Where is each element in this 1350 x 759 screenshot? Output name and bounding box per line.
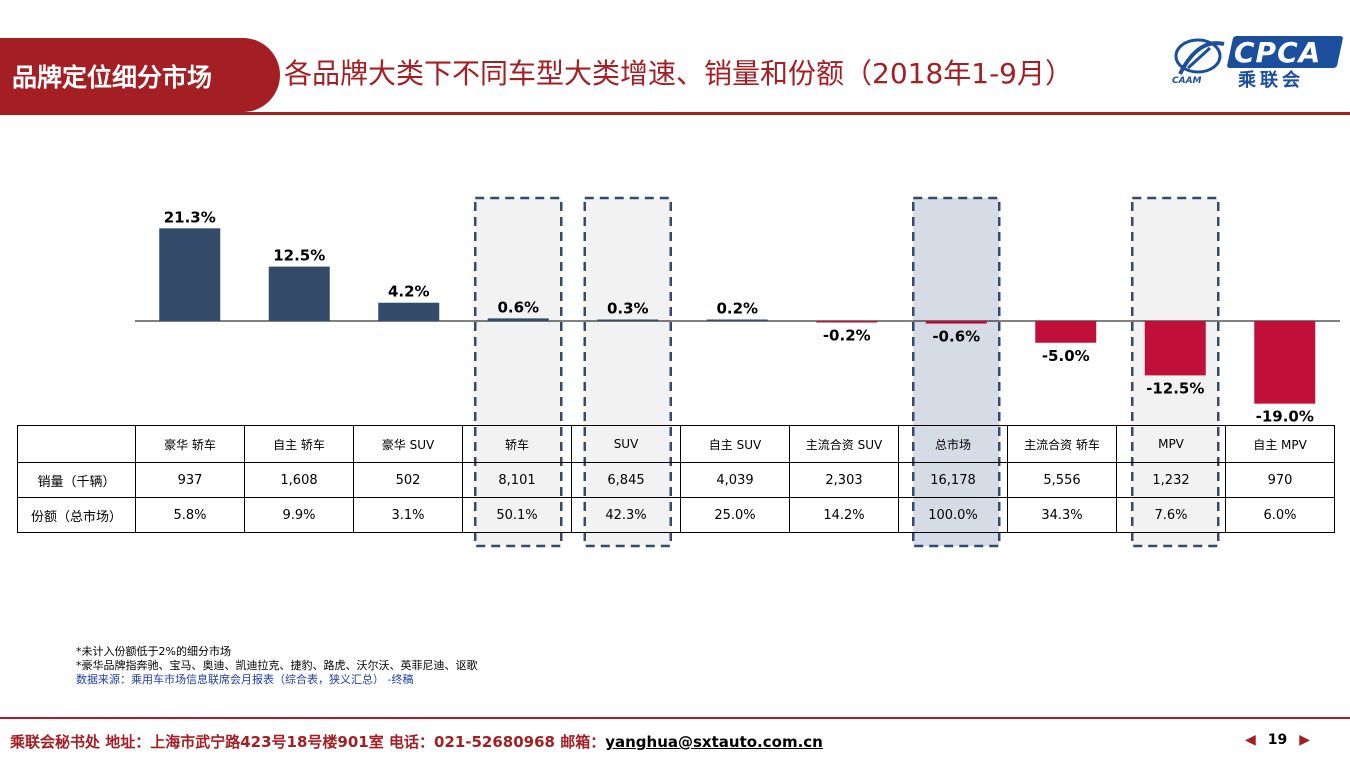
page-title: 各品牌大类下不同车型大类增速、销量和份额（2018年1-9月） <box>284 57 1073 90</box>
data-label: 12.5% <box>273 247 325 265</box>
page-number: 19 <box>1267 732 1288 748</box>
footer-email-link[interactable]: yanghua@sxtauto.com.cn <box>605 733 823 751</box>
bar <box>378 302 440 321</box>
table-header-row: 豪华 轿车 自主 轿车 豪华 SUV 轿车 SUV 自主 SUV 主流合资 SUV 总市场 主流… <box>17 425 1335 463</box>
highlight-border <box>474 196 563 548</box>
data-label: 0.2% <box>716 300 758 318</box>
table-cell: 502 <box>353 462 463 498</box>
bar <box>597 319 659 321</box>
highlight-border <box>912 196 1001 548</box>
table-header-cell: 主流合资 SUV <box>789 425 899 463</box>
prev-arrow-icon[interactable]: ◀ <box>1245 732 1256 748</box>
table-cell: 7.6% <box>1116 497 1226 533</box>
table-corner-cell <box>17 425 136 463</box>
bar <box>1035 321 1097 343</box>
value-labels: 21.3% 12.5% 4.2% 0.6% 0.3% 0.2% -0.2% -0.6% -5.0… <box>164 208 1314 425</box>
bars <box>159 228 1316 404</box>
table-header-cell: 主流合资 轿车 <box>1007 425 1117 463</box>
footnote-2: *豪华品牌指奔驰、宝马、奥迪、凯迪拉克、捷豹、路虎、沃尔沃、英菲尼迪、讴歌 <box>76 659 478 672</box>
data-label: -12.5% <box>1146 379 1204 397</box>
table-cell: 5.8% <box>135 497 245 533</box>
bar <box>268 266 330 321</box>
table-cell: 100.0% <box>898 497 1008 533</box>
table-cell: 42.3% <box>571 497 681 533</box>
table-header-cell: MPV <box>1116 425 1226 463</box>
table-header-cell: 自主 MPV <box>1225 425 1335 463</box>
table-row-share: 份额（总市场） 5.8% 9.9% 3.1% 50.1% 42.3% 25.0% 14.2%… <box>17 497 1335 533</box>
table-cell: 16,178 <box>898 462 1008 498</box>
highlight-border <box>583 196 672 548</box>
table-header-cell: SUV <box>571 425 681 463</box>
bar <box>706 319 768 321</box>
table-cell: 50.1% <box>462 497 572 533</box>
table-row-label: 销量（千辆） <box>17 462 136 498</box>
bar <box>925 321 987 324</box>
data-table: 豪华 轿车 自主 轿车 豪华 SUV 轿车 SUV 自主 SUV 主流合资 SUV 总市场 主流… <box>17 425 1335 533</box>
table-cell: 34.3% <box>1007 497 1117 533</box>
cpca-logo-cn: 乘联会 <box>1238 70 1304 91</box>
cpca-logo-text: CPCA <box>1234 36 1322 69</box>
data-label: 4.2% <box>388 283 430 301</box>
header-divider <box>0 112 1350 115</box>
footnote-1: *未计入份额低于2%的细分市场 <box>76 645 231 658</box>
table-cell: 25.0% <box>680 497 790 533</box>
next-arrow-icon[interactable]: ▶ <box>1299 732 1311 748</box>
table-cell: 6.0% <box>1225 497 1335 533</box>
table-header-cell: 总市场 <box>898 425 1008 463</box>
table-cell: 8,101 <box>462 462 572 498</box>
bar <box>487 318 549 321</box>
footer-contact: 乘联会秘书处 地址：上海市武宁路423号18号楼901室 电话：021-5268… <box>10 731 823 752</box>
table-row-volume: 销量（千辆） 937 1,608 502 8,101 6,845 4,039 2,303 16… <box>17 462 1335 498</box>
table-cell: 5,556 <box>1007 462 1117 498</box>
data-label: -0.6% <box>932 328 980 346</box>
section-tab-label: 品牌定位细分市场 <box>12 63 213 92</box>
table-header-cell: 轿车 <box>462 425 572 463</box>
footer-divider <box>0 717 1350 719</box>
table-header-cell: 自主 轿车 <box>244 425 354 463</box>
bar <box>159 228 221 321</box>
table-header-cell: 豪华 SUV <box>353 425 463 463</box>
bar <box>816 321 878 323</box>
table-cell: 6,845 <box>571 462 681 498</box>
footer-address: 乘联会秘书处 地址：上海市武宁路423号18号楼901室 电话：021-5268… <box>10 733 606 751</box>
footnotes: *未计入份额低于2%的细分市场 *豪华品牌指奔驰、宝马、奥迪、凯迪拉克、捷豹、路… <box>76 645 478 687</box>
data-label: -0.2% <box>823 327 871 345</box>
data-label: -19.0% <box>1256 408 1314 426</box>
data-label: 21.3% <box>164 208 216 226</box>
table-cell: 9.9% <box>244 497 354 533</box>
data-label: 0.3% <box>607 300 649 318</box>
pager: ◀ 19 ▶ <box>1245 732 1310 748</box>
bar <box>1144 321 1206 376</box>
table-cell: 970 <box>1225 462 1335 498</box>
highlight-border <box>1131 196 1220 548</box>
table-header-cell: 自主 SUV <box>680 425 790 463</box>
caam-emblem-icon <box>1174 38 1225 75</box>
table-cell: 4,039 <box>680 462 790 498</box>
highlight-borders <box>474 196 1220 548</box>
table-cell: 1,608 <box>244 462 354 498</box>
section-tab <box>0 38 280 112</box>
data-label: -5.0% <box>1042 347 1090 365</box>
bar <box>1254 321 1316 404</box>
table-cell: 14.2% <box>789 497 899 533</box>
data-label: 0.6% <box>497 298 539 316</box>
data-source-note: 数据来源：乘用车市场信息联席会月报表（综合表，狭义汇总） -终稿 <box>76 673 414 686</box>
table-row-label: 份额（总市场） <box>17 497 136 533</box>
caam-logo-text: CAAM <box>1172 76 1202 86</box>
table-cell: 3.1% <box>353 497 463 533</box>
table-header-cell: 豪华 轿车 <box>135 425 245 463</box>
table-cell: 2,303 <box>789 462 899 498</box>
table-cell: 937 <box>135 462 245 498</box>
table-cell: 1,232 <box>1116 462 1226 498</box>
